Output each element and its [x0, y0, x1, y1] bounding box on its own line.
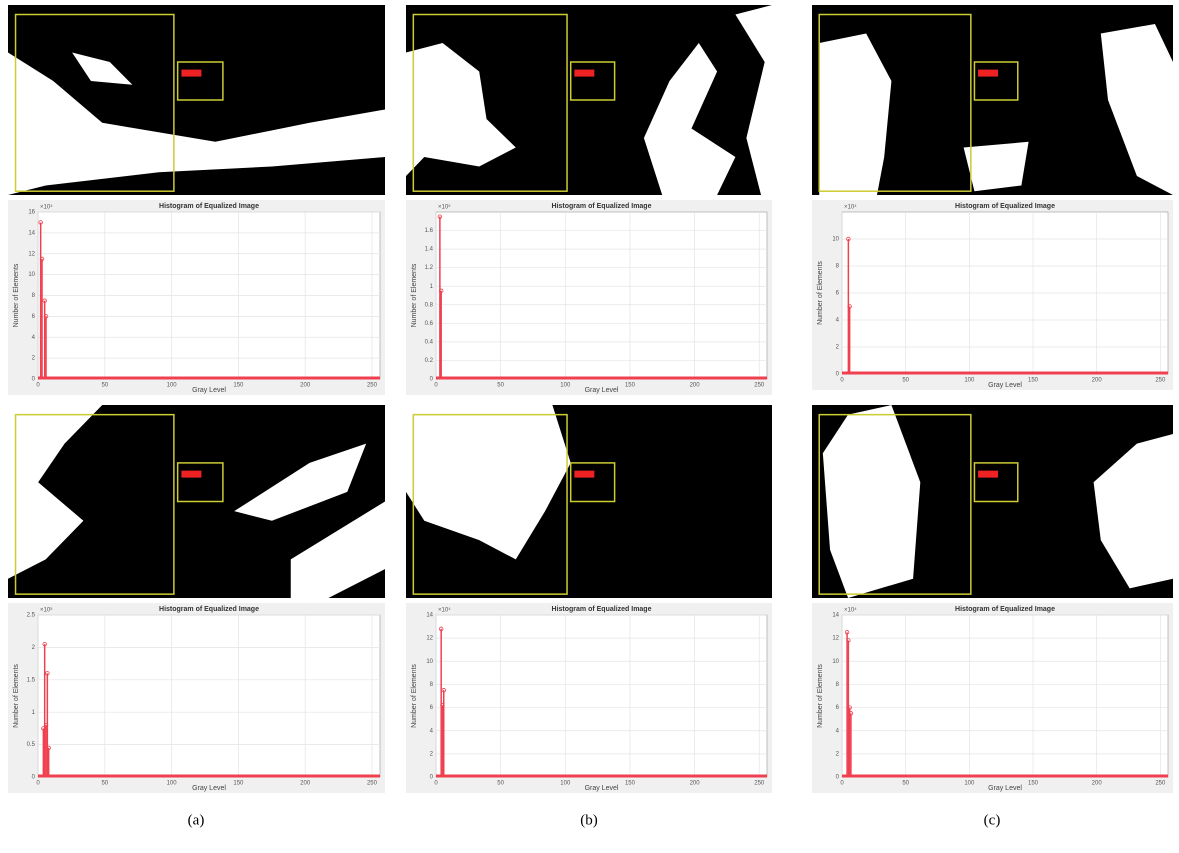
caption: (b) [580, 812, 598, 828]
x-tick-label: 150 [625, 383, 636, 389]
chart-title: Histogram of Equalized Image [159, 606, 259, 613]
x-tick-label: 50 [902, 378, 909, 384]
x-axis-label: Gray Level [192, 387, 226, 394]
y-axis-label: Number of Elements [411, 664, 418, 728]
x-tick-label: 250 [1155, 781, 1166, 787]
y-axis-label: Number of Elements [13, 664, 20, 728]
x-tick-label: 250 [1155, 378, 1166, 384]
x-axis-label: Gray Level [192, 785, 226, 792]
x-tick-label: 250 [754, 781, 765, 787]
chart-title: Histogram of Equalized Image [955, 606, 1055, 613]
x-tick-label: 200 [690, 781, 701, 787]
y-tick-label: 1.5 [27, 677, 36, 683]
chart-title: Histogram of Equalized Image [955, 203, 1055, 210]
y-tick-label: 1.2 [425, 265, 434, 271]
y-multiplier: ×10⁴ [438, 607, 451, 614]
y-tick-label: 10 [832, 659, 839, 665]
y-tick-label: 14 [426, 613, 433, 619]
x-tick-label: 150 [1028, 781, 1039, 787]
x-tick-label: 200 [300, 781, 311, 787]
chart-title: Histogram of Equalized Image [552, 606, 652, 613]
plot-area [38, 615, 380, 777]
x-tick-label: 50 [902, 781, 909, 787]
chart-title: Histogram of Equalized Image [159, 203, 259, 210]
y-tick-label: 1.6 [425, 228, 434, 234]
x-tick-label: 100 [964, 378, 975, 384]
y-tick-label: 0.6 [425, 321, 434, 327]
y-multiplier: ×10⁵ [438, 204, 451, 211]
y-tick-label: 16 [28, 210, 35, 216]
x-axis-label: Gray Level [585, 387, 619, 394]
figure: (a) (b) (c) Histogram of Equalized Image… [0, 0, 1179, 848]
y-tick-label: 0.2 [425, 358, 434, 364]
x-tick-label: 200 [300, 383, 311, 389]
y-multiplier: ×10⁴ [40, 204, 53, 211]
y-tick-label: 10 [28, 272, 35, 278]
x-tick-label: 100 [560, 383, 571, 389]
detection-label [181, 70, 201, 77]
x-tick-label: 100 [167, 383, 178, 389]
y-tick-label: 2.5 [27, 613, 36, 619]
plot-area [436, 615, 767, 777]
x-tick-label: 150 [233, 781, 244, 787]
region [964, 142, 1029, 191]
detection-label [181, 471, 201, 478]
caption: (a) [188, 812, 205, 828]
detection-label [978, 471, 998, 478]
y-tick-label: 14 [28, 230, 35, 236]
x-tick-label: 50 [101, 383, 108, 389]
y-tick-label: 0.5 [27, 742, 36, 748]
y-multiplier: ×10⁴ [844, 607, 857, 614]
y-axis-label: Number of Elements [817, 261, 824, 325]
y-tick-label: 10 [426, 659, 433, 665]
chart-title: Histogram of Equalized Image [552, 203, 652, 210]
y-axis-label: Number of Elements [411, 263, 418, 327]
detection-label [574, 471, 594, 478]
y-axis-label: Number of Elements [817, 664, 824, 728]
y-multiplier: ×10⁵ [40, 607, 53, 614]
x-tick-label: 250 [367, 383, 378, 389]
y-tick-label: 1.4 [425, 247, 434, 253]
detection-label [574, 70, 594, 77]
caption: (c) [984, 812, 1001, 828]
x-tick-label: 200 [690, 383, 701, 389]
y-tick-label: 0.4 [425, 339, 434, 345]
y-tick-label: 14 [832, 613, 839, 619]
y-axis-label: Number of Elements [13, 263, 20, 327]
x-axis-label: Gray Level [988, 382, 1022, 389]
y-tick-label: 12 [832, 636, 839, 642]
y-tick-label: 10 [832, 237, 839, 243]
x-tick-label: 200 [1092, 378, 1103, 384]
x-tick-label: 100 [167, 781, 178, 787]
detection-label [978, 70, 998, 77]
x-axis-label: Gray Level [585, 785, 619, 792]
x-axis-label: Gray Level [988, 785, 1022, 792]
x-tick-label: 100 [560, 781, 571, 787]
x-tick-label: 50 [497, 781, 504, 787]
x-tick-label: 150 [1028, 378, 1039, 384]
y-multiplier: ×10⁴ [844, 204, 857, 211]
plot-area [842, 615, 1168, 777]
plot-area [436, 212, 767, 379]
x-tick-label: 200 [1092, 781, 1103, 787]
x-tick-label: 100 [964, 781, 975, 787]
x-tick-label: 50 [497, 383, 504, 389]
x-tick-label: 150 [625, 781, 636, 787]
x-tick-label: 50 [101, 781, 108, 787]
x-tick-label: 250 [754, 383, 765, 389]
y-tick-label: 0.8 [425, 302, 434, 308]
x-tick-label: 150 [233, 383, 244, 389]
y-tick-label: 12 [28, 251, 35, 257]
y-tick-label: 12 [426, 636, 433, 642]
x-tick-label: 250 [367, 781, 378, 787]
